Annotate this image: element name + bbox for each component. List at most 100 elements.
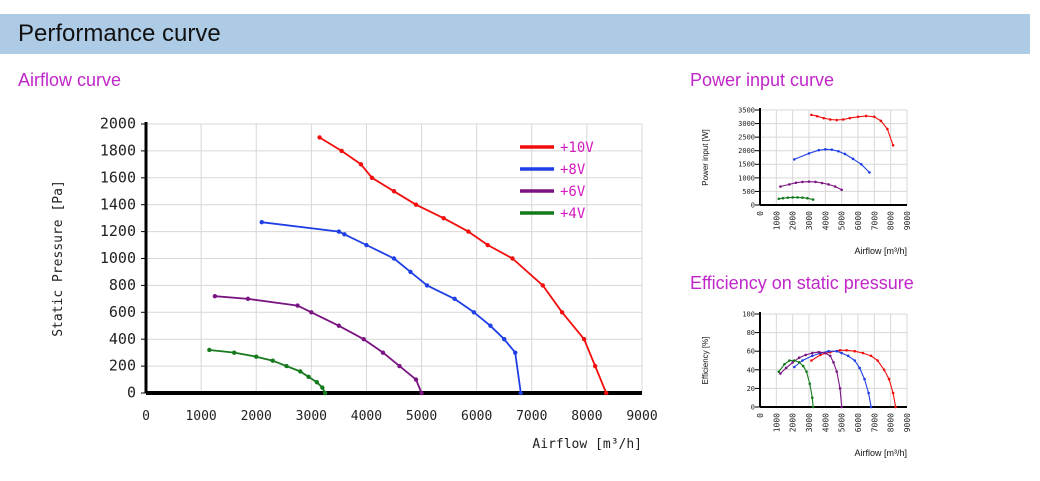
power-series-plus-6v-point (807, 180, 811, 183)
efficiency-x-tick-label: 9000 (903, 413, 912, 432)
efficiency-curve-title: Efficiency on static pressure (690, 273, 914, 293)
efficiency-series-plus-6v-point (838, 387, 842, 390)
airflow-y-tick-label: 1400 (100, 195, 136, 213)
airflow-series-plus-6v-point (419, 390, 424, 396)
efficiency-y-tick-label: 100 (742, 310, 755, 318)
airflow-x-tick-label: 1000 (185, 409, 216, 424)
airflow-series-plus-8v-point (336, 229, 342, 234)
efficiency-series-plus-4v-point (788, 359, 791, 362)
airflow-series-plus-10v-point (540, 283, 545, 288)
airflow-series-plus-10v-point (592, 363, 598, 369)
airflow-series-plus-6v-point (413, 377, 419, 382)
power-series-plus-6v-point (814, 180, 817, 184)
efficiency-series-plus-4v-point (811, 405, 815, 409)
header-bar: Performance curve (0, 14, 1030, 54)
power-series-plus-10v-point (842, 118, 845, 121)
airflow-x-tick-label: 0 (142, 409, 150, 424)
airflow-series-plus-10v-point (391, 189, 397, 194)
airflow-series-plus-8v-point (424, 283, 430, 288)
efficiency-series-plus-4v-point (810, 396, 814, 400)
airflow-series-plus-10v-point (358, 162, 364, 167)
airflow-x-tick-label: 2000 (241, 409, 272, 424)
efficiency-series-plus-4v-point (805, 370, 808, 373)
airflow-series-plus-8v-point (488, 323, 493, 328)
airflow-series-plus-10v-point (603, 390, 609, 396)
efficiency-series-plus-10v-point (882, 368, 886, 372)
power-series-plus-4v-point (786, 196, 790, 199)
power-series-plus-8v-point (868, 171, 871, 174)
efficiency-series-plus-10v-point (838, 348, 842, 352)
airflow-series-plus-10v-point (317, 135, 322, 140)
efficiency-series-plus-6v-point (797, 356, 801, 360)
power-x-tick-label: 4000 (821, 211, 830, 230)
power-series-plus-8v-point (843, 152, 847, 156)
efficiency-series-plus-6v-point (817, 350, 821, 354)
airflow-series-plus-6v-point (380, 350, 386, 355)
airflow-y-tick-label: 800 (109, 276, 136, 294)
efficiency-series-plus-8v-point (810, 354, 814, 358)
airflow-y-tick-label: 1000 (100, 249, 136, 267)
power-series-plus-8v-point (837, 149, 840, 153)
efficiency-x-tick-label: 7000 (870, 413, 879, 432)
efficiency-series-plus-10v-point (810, 359, 813, 362)
airflow-series-plus-4v-point (231, 350, 237, 355)
efficiency-series-plus-10v-point (853, 349, 857, 353)
power-y-tick-label: 1500 (738, 161, 755, 169)
power-y-tick-label: 2000 (738, 147, 755, 155)
power-x-tick-label: 3000 (805, 211, 814, 230)
power-series-plus-4v-point (791, 196, 794, 199)
efficiency-series-plus-8v-point (827, 349, 830, 353)
efficiency-series-plus-10v-point (891, 391, 895, 395)
airflow-series-plus-6v-point (336, 323, 342, 328)
efficiency-series-plus-4v-line (778, 359, 814, 408)
airflow-series-plus-6v-point (295, 303, 300, 308)
airflow-series-plus-10v-point (413, 202, 419, 207)
efficiency-series-plus-6v-point (779, 372, 782, 375)
power-series-plus-6v-point (794, 181, 798, 185)
power-series-plus-10v-point (873, 115, 876, 119)
efficiency-series-plus-4v-point (808, 382, 812, 386)
airflow-series-plus-10v-point (339, 148, 344, 154)
airflow-series-plus-8v-point (342, 232, 347, 237)
airflow-series-plus-10v-point (485, 242, 490, 248)
efficiency-series-plus-6v-point (828, 354, 832, 358)
legend-label-plus-4v: +4V (560, 206, 586, 222)
power-series-plus-10v-point (891, 143, 895, 147)
airflow-series-plus-4v-line (209, 349, 326, 394)
efficiency-x-tick-label: 4000 (821, 413, 830, 432)
efficiency-series-plus-8v-point (853, 359, 857, 362)
efficiency-series-plus-4v-point (801, 364, 805, 368)
legend-label-plus-6v: +6V (560, 184, 586, 200)
efficiency-y-axis-label: Efficiency [%] (701, 337, 710, 385)
power-series-plus-6v-point (827, 183, 830, 186)
airflow-series-plus-10v-point (441, 215, 446, 221)
airflow-series-plus-4v-point (320, 385, 325, 390)
airflow-series-plus-10v-point (369, 175, 375, 180)
efficiency-series-plus-6v-point (791, 361, 794, 364)
efficiency-y-tick-label: 0 (751, 403, 755, 411)
power-series-plus-10v-point (822, 116, 825, 120)
airflow-series-plus-8v-point (518, 390, 523, 396)
efficiency-series-plus-4v-point (793, 359, 796, 362)
power-x-tick-label: 9000 (903, 211, 912, 230)
airflow-x-axis-label: Airflow [m³/h] (532, 437, 642, 452)
power-series-plus-8v-point (830, 148, 834, 151)
power-series-plus-6v-point (840, 188, 843, 192)
efficiency-series-plus-6v-point (784, 366, 788, 370)
page-title: Performance curve (18, 20, 221, 47)
power-y-tick-label: 1000 (738, 174, 755, 182)
airflow-series-plus-10v-point (510, 256, 515, 261)
power-series-plus-8v-point (793, 158, 796, 161)
efficiency-y-tick-label: 40 (747, 366, 755, 374)
efficiency-series-plus-6v-point (804, 353, 808, 357)
power-series-plus-6v-point (788, 183, 791, 186)
power-series-plus-6v-point (801, 180, 804, 184)
legend-label-plus-8v: +8V (560, 162, 586, 178)
power-series-plus-8v-point (807, 152, 811, 155)
airflow-series-plus-10v-point (559, 310, 565, 315)
efficiency-series-plus-10v-point (861, 351, 865, 355)
efficiency-series-plus-8v-point (863, 377, 866, 381)
efficiency-x-tick-label: 0 (756, 413, 765, 418)
airflow-x-tick-label: 5000 (406, 409, 437, 424)
power-series-plus-4v-point (801, 196, 804, 199)
